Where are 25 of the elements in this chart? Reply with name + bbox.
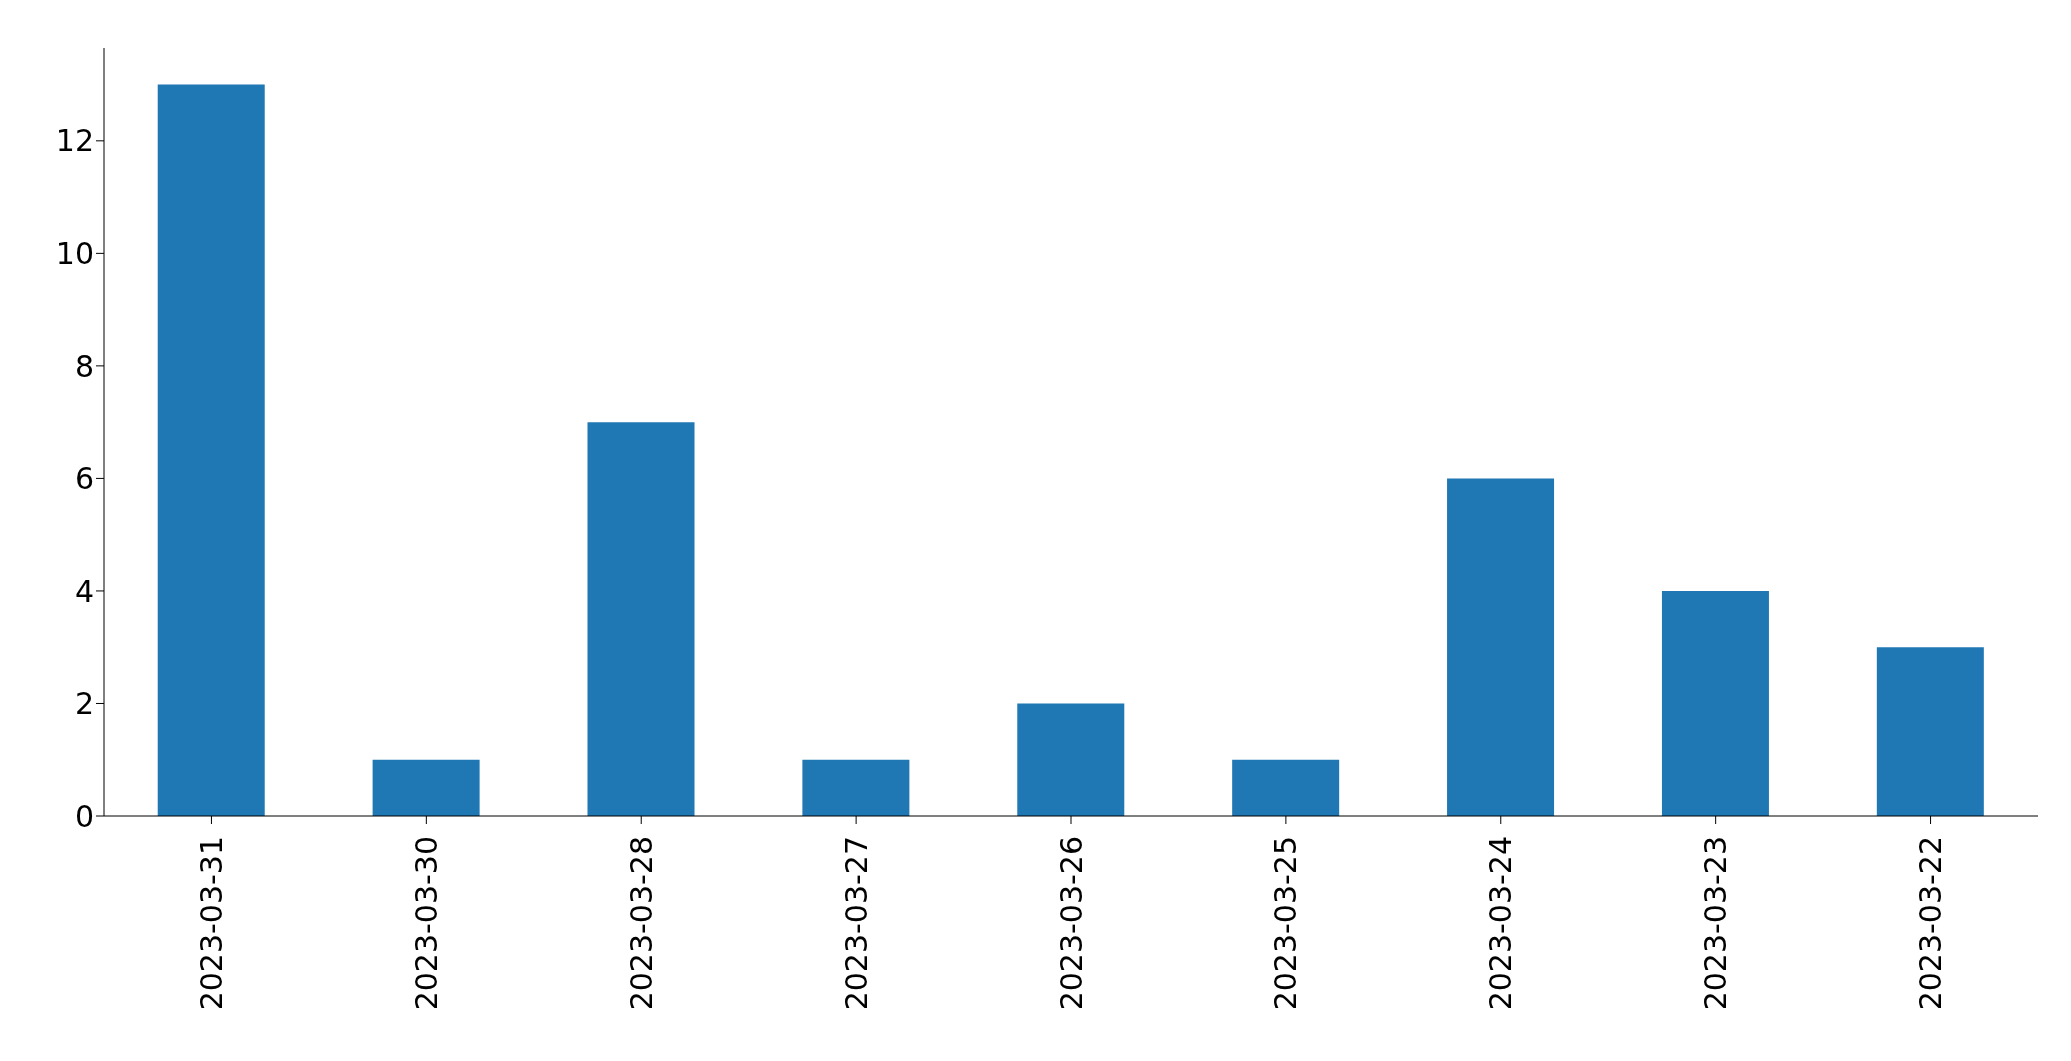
y-tick-label: 12 xyxy=(55,123,94,159)
y-tick-label: 0 xyxy=(74,798,94,834)
x-tick-label: 2023-03-27 xyxy=(838,836,874,1011)
y-tick-label: 8 xyxy=(74,348,94,384)
y-tick-label: 6 xyxy=(74,461,94,497)
y-tick-label: 4 xyxy=(74,573,94,609)
y-tick-label: 2 xyxy=(74,686,94,722)
bar xyxy=(1017,703,1125,816)
x-tick-label: 2023-03-30 xyxy=(408,836,444,1011)
x-tick-label: 2023-03-28 xyxy=(623,836,659,1011)
bar xyxy=(1447,478,1555,816)
x-tick-label: 2023-03-26 xyxy=(1053,836,1089,1011)
bar xyxy=(157,84,265,816)
y-tick-label: 10 xyxy=(55,236,94,272)
bar xyxy=(372,759,480,816)
bar xyxy=(587,422,695,816)
bar xyxy=(802,759,910,816)
x-tick-label: 2023-03-31 xyxy=(193,836,229,1011)
x-tick-label: 2023-03-22 xyxy=(1913,836,1949,1011)
bar xyxy=(1876,647,1984,816)
bar xyxy=(1661,590,1769,816)
bar xyxy=(1232,759,1340,816)
x-tick-label: 2023-03-23 xyxy=(1698,836,1734,1011)
x-tick-label: 2023-03-25 xyxy=(1268,836,1304,1011)
x-tick-label: 2023-03-24 xyxy=(1483,836,1519,1011)
